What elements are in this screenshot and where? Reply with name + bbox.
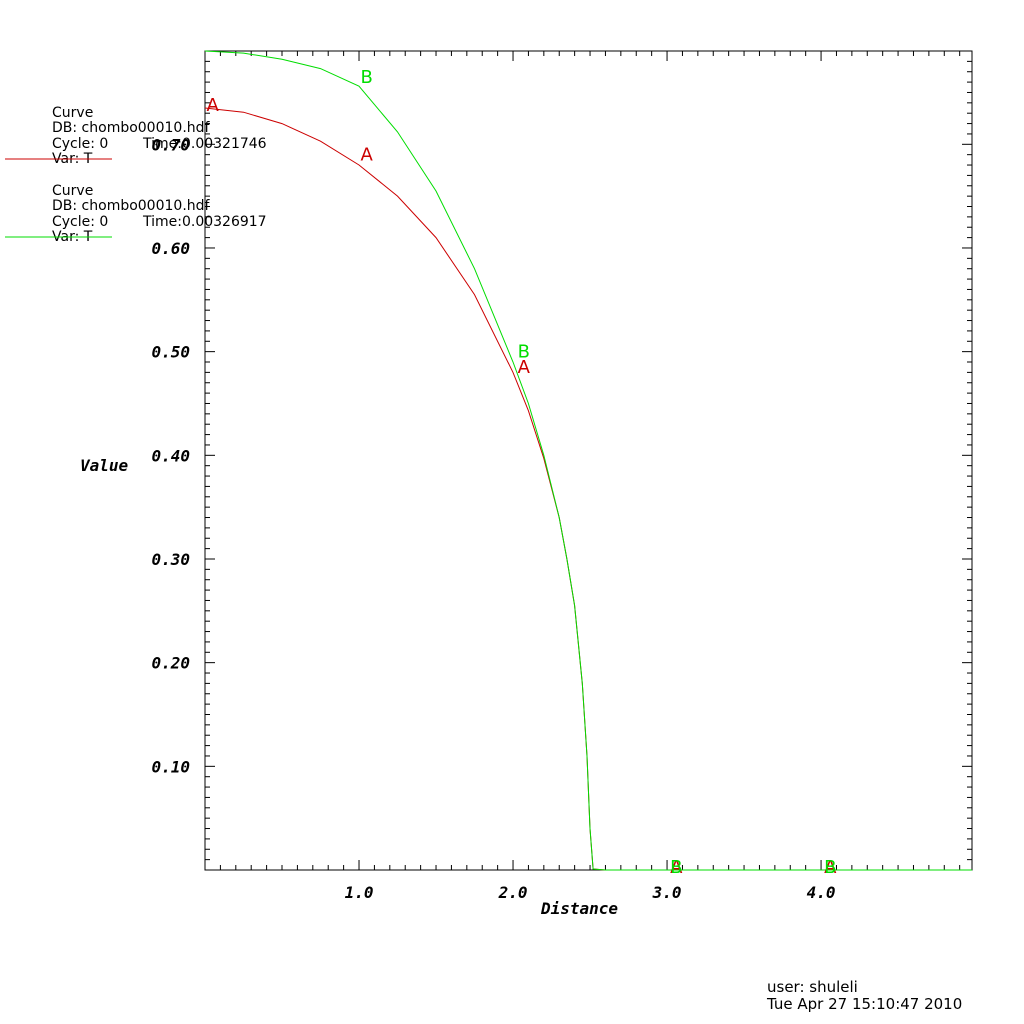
x-tick-label: 4.0 [807, 883, 836, 902]
y-tick-label: 0.60 [151, 239, 190, 258]
legend-b-line-1: Curve [52, 183, 93, 199]
series-lines [204, 50, 972, 871]
x-tick-label: 3.0 [652, 883, 682, 902]
series-marker-a: A [361, 145, 374, 166]
y-tick-label: 0.70 [151, 135, 190, 154]
legend-series-a: Curve DB: chombo00010.hdf Cycle: 0 Time:… [5, 105, 267, 167]
legend-b-line-2: DB: chombo00010.hdf [52, 198, 211, 214]
x-axis-title: Distance [540, 899, 618, 918]
legend-a-line-3: Cycle: 0 [52, 136, 108, 152]
series-marker-b: B [670, 857, 682, 878]
footer-timestamp: Tue Apr 27 15:10:47 2010 [766, 995, 962, 1013]
series-marker-a: A [207, 95, 220, 116]
legend-a-line-2: DB: chombo00010.hdf [52, 120, 211, 136]
y-tick-label: 0.10 [151, 757, 190, 776]
series-marker-b: B [361, 67, 373, 88]
series-marker-b: B [824, 857, 836, 878]
series-marker-b: B [518, 342, 530, 363]
legend-b-line-4: Time:0.00326917 [142, 214, 267, 230]
tick-labels: 1.0 2.0 3.0 4.0 0.10 0.20 0.30 0.40 0.50 0.60 0.70 [151, 135, 835, 902]
series-marker-a: A [824, 857, 837, 878]
series-line-a [204, 107, 972, 871]
y-tick-label: 0.40 [151, 446, 190, 465]
y-tick-label: 0.50 [151, 343, 190, 362]
legend-a-line-1: Curve [52, 105, 93, 121]
minor-ticks [205, 51, 972, 870]
legend-b-line-3: Cycle: 0 [52, 214, 108, 230]
series-marker-a: A [518, 357, 531, 378]
x-tick-label: 1.0 [345, 883, 374, 902]
plot-frame [204, 50, 973, 871]
series-line-b [204, 50, 972, 871]
x-tick-label: 2.0 [498, 883, 528, 902]
legend-series-b: Curve DB: chombo00010.hdf Cycle: 0 Time:… [5, 183, 267, 245]
legend-a-line-4: Time:0.00321746 [142, 136, 267, 152]
y-axis-title: Value [80, 456, 129, 475]
y-tick-label: 0.30 [151, 550, 190, 569]
y-tick-label: 0.20 [151, 654, 190, 673]
footer-user: user: shuleli [767, 978, 858, 996]
series-marker-a: A [670, 857, 683, 878]
